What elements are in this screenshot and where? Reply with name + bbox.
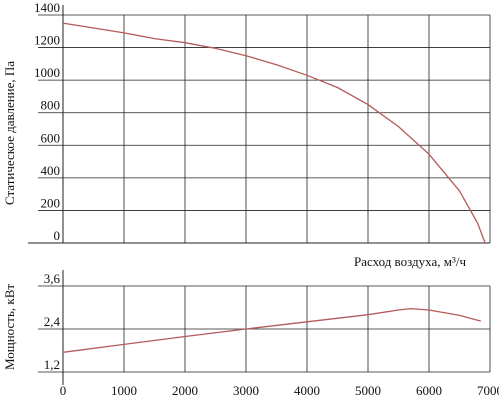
pressure-tick-label: 600	[41, 130, 61, 145]
airflow-tick-label: 6000	[416, 383, 442, 398]
pressure-tick-label: 200	[41, 195, 61, 210]
pressure-axis-title: Статическое давление, Па	[2, 61, 17, 205]
pressure-tick-label: 1400	[34, 0, 60, 15]
power-axis-title: Мощность, кВт	[2, 284, 17, 370]
power-tick-label: 2,4	[44, 314, 61, 329]
pressure-tick-label: 0	[54, 228, 61, 243]
airflow-x-tick-labels: 0 1000 2000 3000 4000 5000 6000 7000	[60, 383, 499, 398]
airflow-tick-label: 3000	[233, 383, 259, 398]
airflow-tick-label: 1000	[111, 383, 137, 398]
pressure-grid	[28, 5, 491, 244]
pressure-tick-label: 1000	[34, 65, 60, 80]
power-y-tick-labels: 1,2 2,4 3,6	[44, 271, 61, 372]
power-curve	[62, 307, 481, 353]
pressure-tick-label: 400	[41, 163, 61, 178]
airflow-tick-label: 5000	[355, 383, 381, 398]
airflow-tick-label: 2000	[172, 383, 198, 398]
pressure-tick-label: 1200	[34, 33, 60, 48]
power-chart: 1,22,43,6 01000200030004000500060007000 …	[2, 254, 499, 398]
pressure-y-tick-labels: 0 200 400 600 800 1000 1200 1400	[34, 0, 60, 243]
power-grid	[38, 270, 491, 385]
airflow-tick-label: 0	[60, 383, 67, 398]
airflow-axis-title: Расход воздуха, м³/ч	[354, 254, 466, 269]
airflow-tick-label: 4000	[294, 383, 320, 398]
pressure-chart: 0 200 400 600 800 1000 1200 1400 Статическое да…	[2, 0, 491, 244]
pressure-curve	[62, 22, 486, 244]
power-tick-label: 3,6	[44, 271, 61, 286]
power-tick-label: 1,2	[44, 357, 60, 372]
airflow-tick-label: 7000	[477, 383, 499, 398]
pressure-tick-label: 800	[41, 98, 61, 113]
